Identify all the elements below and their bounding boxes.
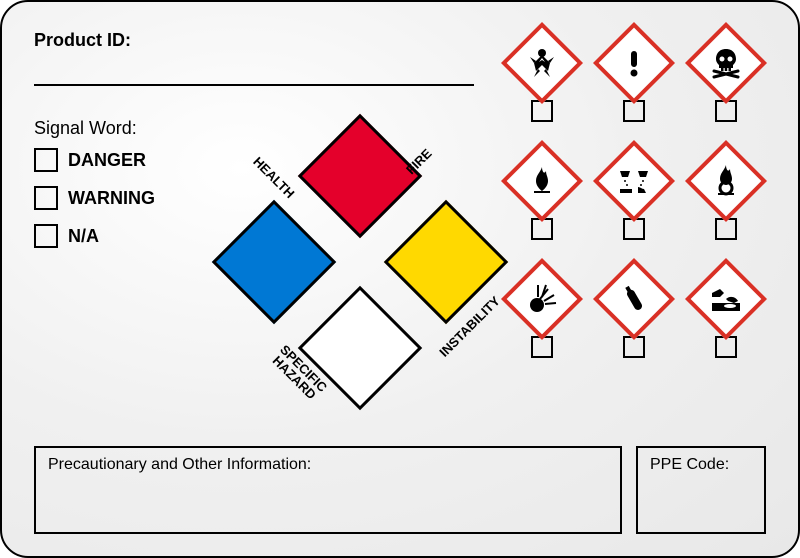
bottom-info-row: Precautionary and Other Information: PPE… xyxy=(34,446,766,534)
signal-word-heading: Signal Word: xyxy=(34,118,137,139)
ghs-exclamation-icon xyxy=(605,34,663,92)
ghs-cell-environment xyxy=(686,270,766,358)
precautionary-label: Precautionary and Other Information: xyxy=(48,456,311,473)
ghs-pictogram-grid xyxy=(502,34,766,358)
ghs-cell-exclamation xyxy=(594,34,674,122)
ppe-code-box[interactable]: PPE Code: xyxy=(636,446,766,534)
precautionary-info-box[interactable]: Precautionary and Other Information: xyxy=(34,446,622,534)
warning-label: WARNING xyxy=(68,188,155,209)
ghs-flame-icon xyxy=(513,152,571,210)
product-id-underline[interactable] xyxy=(34,84,474,86)
ghs-flame-over-circle-icon xyxy=(697,152,755,210)
ghs-cell-flame xyxy=(502,152,582,240)
ghs-gas-cylinder-icon xyxy=(605,270,663,328)
ghs-exploding-bomb-icon xyxy=(513,270,571,328)
ghs-cell-health-hazard xyxy=(502,34,582,122)
nfpa-health-quadrant xyxy=(212,200,336,324)
signal-option-na: N/A xyxy=(34,224,155,248)
signal-word-options: DANGER WARNING N/A xyxy=(34,148,155,262)
ghs-cell-skull xyxy=(686,34,766,122)
ghs-cell-gas-cylinder xyxy=(594,270,674,358)
hazard-label-card: Product ID: Signal Word: DANGER WARNING … xyxy=(0,0,800,558)
danger-label: DANGER xyxy=(68,150,146,171)
danger-checkbox[interactable] xyxy=(34,148,58,172)
ghs-corrosion-icon xyxy=(605,152,663,210)
na-label: N/A xyxy=(68,226,99,247)
ghs-environment-icon xyxy=(697,270,755,328)
ghs-skull-crossbones-icon xyxy=(697,34,755,92)
ghs-cell-explosive xyxy=(502,270,582,358)
warning-checkbox[interactable] xyxy=(34,186,58,210)
nfpa-fire-quadrant xyxy=(298,114,422,238)
na-checkbox[interactable] xyxy=(34,224,58,248)
signal-option-danger: DANGER xyxy=(34,148,155,172)
ghs-cell-corrosion xyxy=(594,152,674,240)
ghs-health-hazard-icon xyxy=(513,34,571,92)
ghs-cell-oxidizer xyxy=(686,152,766,240)
ppe-code-label: PPE Code: xyxy=(650,456,729,473)
signal-option-warning: WARNING xyxy=(34,186,155,210)
